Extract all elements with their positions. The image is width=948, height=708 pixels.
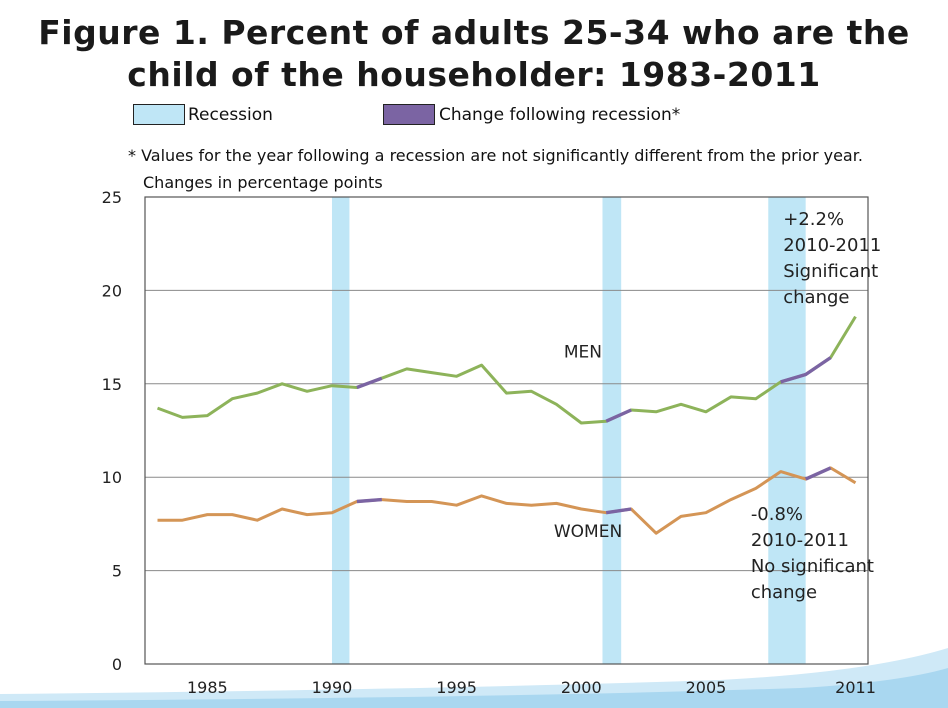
title-line-1: Figure 1. Percent of adults 25-34 who ar… (38, 13, 910, 52)
x-tick-label-1985: 1985 (187, 678, 228, 697)
y-tick-label-15: 15 (102, 375, 122, 394)
footer-wave-dark (0, 668, 948, 708)
post-recession-segment-2 (356, 497, 382, 504)
recession-band-1 (331, 197, 350, 664)
x-tick-label-2011: 2011 (835, 678, 876, 697)
x-tick-label-2005: 2005 (686, 678, 727, 697)
legend-swatch-change (383, 104, 435, 125)
x-tick-label-2000: 2000 (561, 678, 602, 697)
y-tick-label-5: 5 (112, 562, 122, 581)
annotation-1-line-3: Significant (783, 261, 878, 282)
annotation-2-line-1: -0.8% (751, 504, 803, 525)
legend-label-recession: Recession (188, 105, 273, 125)
chart-title: Figure 1. Percent of adults 25-34 who ar… (0, 12, 948, 96)
y-tick-label-10: 10 (102, 468, 122, 487)
x-tick-label-1995: 1995 (436, 678, 477, 697)
x-tick-label-1990: 1990 (312, 678, 353, 697)
recession-band-2 (602, 197, 622, 664)
annotation-2-line-3: No significant (751, 556, 874, 577)
post-recession-segment-3 (605, 408, 632, 423)
post-recession-segment-1 (356, 376, 383, 390)
annotation-2-line-4: change (751, 582, 817, 603)
annotation-1-line-2: 2010-2011 (783, 235, 881, 256)
annotation-2-line-2: 2010-2011 (751, 530, 849, 551)
footnote: * Values for the year following a recess… (128, 146, 863, 165)
series-label-men: MEN (564, 343, 602, 363)
series-line-men (156, 315, 857, 425)
post-recession-segment-5 (780, 356, 832, 384)
legend-swatch-recession (133, 104, 185, 125)
annotation-1-line-1: +2.2% (783, 209, 844, 230)
recession-band-3 (768, 197, 806, 664)
plot-area-border (144, 196, 869, 665)
post-recession-segment-4 (605, 507, 632, 515)
annotation-1-line-4: change (783, 287, 849, 308)
y-tick-label-25: 25 (102, 188, 122, 207)
series-label-women: WOMEN (554, 522, 622, 542)
series-line-women (157, 466, 857, 535)
y-tick-label-0: 0 (112, 655, 122, 674)
title-line-2: child of the householder: 1983-2011 (127, 55, 821, 94)
post-recession-segment-6 (805, 466, 832, 481)
y-tick-label-20: 20 (102, 281, 122, 300)
legend-label-change: Change following recession* (439, 105, 681, 125)
chart-subtitle: Changes in percentage points (143, 173, 383, 192)
